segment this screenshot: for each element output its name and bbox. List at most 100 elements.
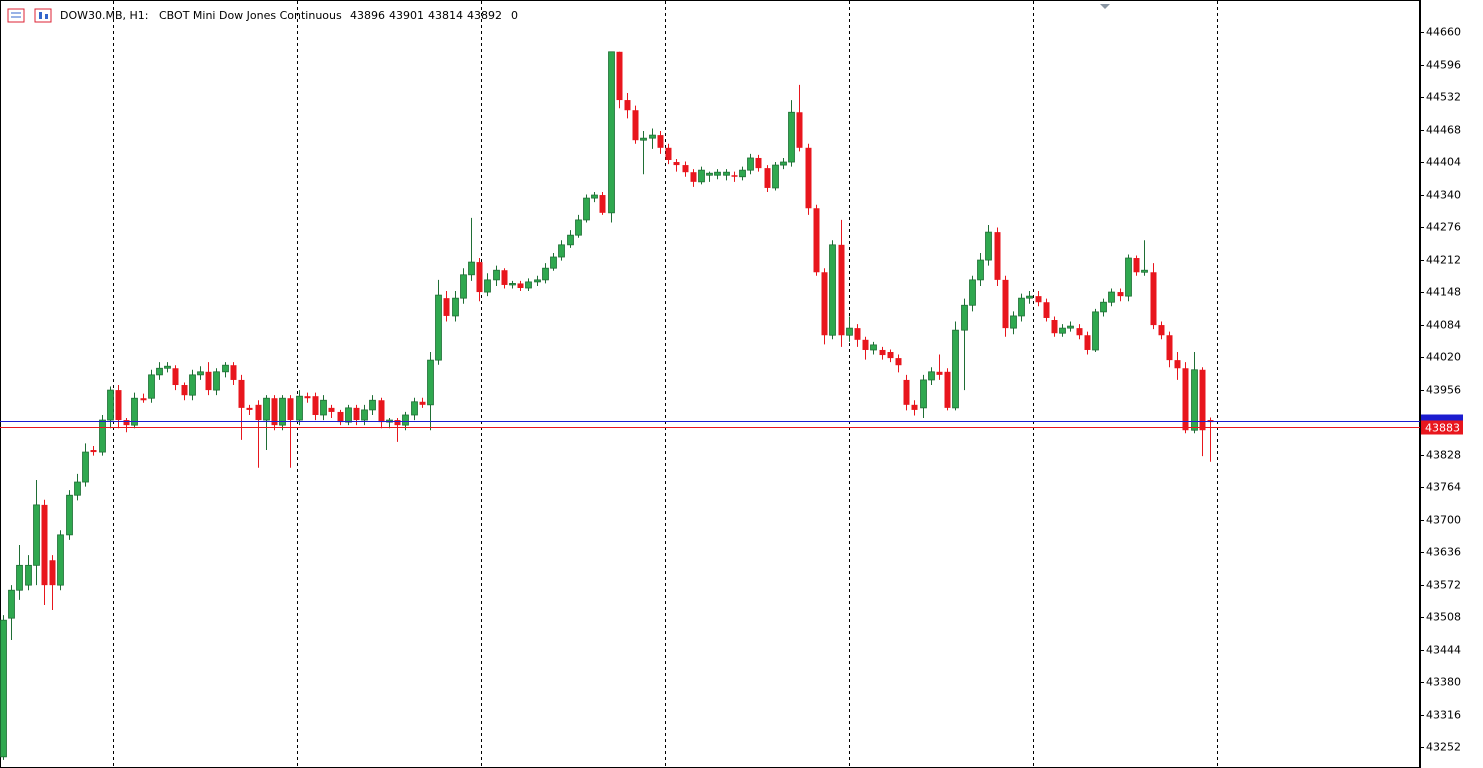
- candle-body: [1117, 292, 1124, 297]
- candle-body: [296, 395, 303, 421]
- candle-body: [1133, 258, 1140, 273]
- candle-body: [788, 111, 795, 163]
- y-tick-label: 43828: [1426, 449, 1461, 462]
- candle-body: [353, 407, 360, 421]
- candle-body: [197, 371, 204, 376]
- candle-body: [131, 397, 138, 426]
- candle-body: [534, 279, 541, 283]
- candle-body: [977, 259, 984, 281]
- candle-body: [246, 407, 253, 410]
- icon: [7, 8, 25, 23]
- header-high: 43901: [389, 9, 424, 22]
- candle-body: [205, 371, 212, 391]
- candle-body: [279, 397, 286, 426]
- candle-body: [550, 256, 557, 269]
- candle-body: [287, 398, 294, 421]
- candle-body: [378, 400, 385, 423]
- candle-body: [862, 339, 869, 350]
- candle-body: [1067, 325, 1074, 329]
- y-tick-label: 43444: [1426, 644, 1461, 657]
- candle-body: [509, 283, 516, 286]
- y-tick-label: 44276: [1426, 221, 1461, 234]
- candle-body: [443, 298, 450, 316]
- candle-body: [747, 157, 754, 171]
- candle-body: [690, 172, 697, 182]
- candle-body: [476, 262, 483, 293]
- candle-body: [608, 51, 615, 214]
- candle-body: [961, 304, 968, 331]
- candle-body: [542, 267, 549, 281]
- candle-body: [813, 208, 820, 273]
- candle-body: [74, 481, 81, 496]
- candle-body: [903, 379, 910, 405]
- candle-body: [665, 147, 672, 160]
- y-tick-label: 44148: [1426, 286, 1461, 299]
- candle-body: [1018, 297, 1025, 317]
- candle-body: [1002, 279, 1009, 329]
- candle-body: [263, 397, 270, 421]
- candle-body: [599, 195, 606, 213]
- candle-body: [772, 164, 779, 189]
- candle-body: [796, 112, 803, 148]
- candle-body: [123, 420, 130, 426]
- candle-body: [821, 272, 828, 336]
- candle-body: [1174, 360, 1181, 369]
- candle-body: [107, 389, 114, 421]
- y-tick-label: 44404: [1426, 156, 1461, 169]
- candle-body: [411, 401, 418, 416]
- candle-body: [567, 234, 574, 246]
- candle-body: [952, 329, 959, 409]
- y-tick-label: 44596: [1426, 59, 1461, 72]
- candle-body: [1051, 320, 1058, 334]
- candle-body: [49, 560, 56, 586]
- candle-body: [1166, 335, 1173, 361]
- candle-body: [985, 231, 992, 261]
- y-tick-label: 43316: [1426, 709, 1461, 722]
- candle-body: [616, 51, 623, 101]
- candle-body: [148, 374, 155, 399]
- candle-body: [99, 419, 106, 453]
- y-tick-label: 44020: [1426, 351, 1461, 364]
- y-tick-label: 43956: [1426, 384, 1461, 397]
- y-tick-label: 44660: [1426, 26, 1461, 39]
- candle-body: [16, 564, 23, 591]
- candle-body: [435, 294, 442, 361]
- candle-body: [591, 194, 598, 199]
- candle-body: [525, 281, 532, 289]
- candle-body: [1100, 301, 1107, 313]
- candle-body: [238, 379, 245, 408]
- candle-body: [402, 414, 409, 426]
- candle-body: [682, 165, 689, 173]
- candle-body: [714, 171, 721, 176]
- candle-body: [189, 374, 196, 396]
- candle-body: [271, 398, 278, 426]
- candle-body: [1182, 368, 1189, 431]
- candle-body: [1125, 257, 1132, 297]
- candle-body: [936, 371, 943, 375]
- candle-body: [928, 371, 935, 381]
- candle-body: [649, 134, 656, 139]
- candle-body: [164, 365, 171, 369]
- candle-body: [911, 404, 918, 410]
- candle-body: [320, 399, 327, 416]
- y-tick-label: 43572: [1426, 579, 1461, 592]
- candle-body: [1150, 272, 1157, 326]
- candle-body: [255, 404, 262, 421]
- candle-body: [895, 358, 902, 366]
- icon: [39, 12, 42, 19]
- bid-label: 43883: [1425, 422, 1460, 435]
- candle-body: [115, 390, 122, 421]
- y-tick-label: 44212: [1426, 254, 1461, 267]
- candle-body: [1092, 311, 1099, 351]
- candle-body: [994, 232, 1001, 280]
- candle-body: [304, 396, 311, 399]
- candle-body: [575, 219, 582, 236]
- candle-body: [25, 564, 32, 586]
- candle-body: [780, 161, 787, 166]
- y-tick-label: 43252: [1426, 741, 1461, 754]
- candle-body: [460, 274, 467, 299]
- header-open: 43896: [350, 9, 385, 22]
- candle-body: [698, 169, 705, 183]
